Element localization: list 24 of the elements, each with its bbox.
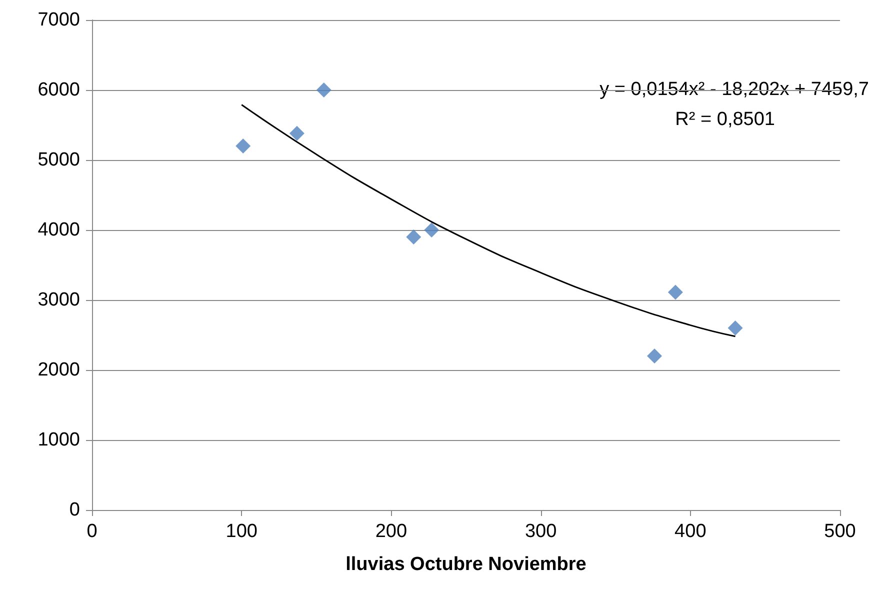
x-tick-label: 0 bbox=[86, 521, 98, 542]
x-tick-label: 400 bbox=[674, 521, 706, 542]
annotation: R² = 0,8501 bbox=[675, 109, 775, 130]
point bbox=[668, 284, 683, 300]
x-tick-label: 200 bbox=[375, 521, 408, 542]
point bbox=[424, 222, 440, 238]
point bbox=[236, 138, 251, 154]
point bbox=[289, 126, 304, 141]
x-tick-label: 100 bbox=[226, 521, 258, 542]
point bbox=[406, 230, 422, 244]
point bbox=[316, 82, 332, 98]
y-tick-label: 6000 bbox=[38, 80, 80, 100]
y-tick-label: 3000 bbox=[38, 290, 80, 310]
point bbox=[728, 320, 743, 336]
y-tick-label: 5000 bbox=[38, 150, 80, 170]
x-axis-title: lluvias Octubre Noviembre bbox=[346, 554, 586, 575]
x-tick-label: 500 bbox=[824, 521, 856, 542]
y-tick-label: 7000 bbox=[38, 10, 80, 30]
y-tick-label: 4000 bbox=[38, 220, 80, 240]
point bbox=[646, 348, 662, 364]
y-tick-label: 2000 bbox=[38, 360, 80, 380]
y-tick-label: 0 bbox=[69, 500, 80, 520]
y-tick-label: 1000 bbox=[38, 430, 80, 450]
x-tick-label: 300 bbox=[524, 521, 557, 542]
